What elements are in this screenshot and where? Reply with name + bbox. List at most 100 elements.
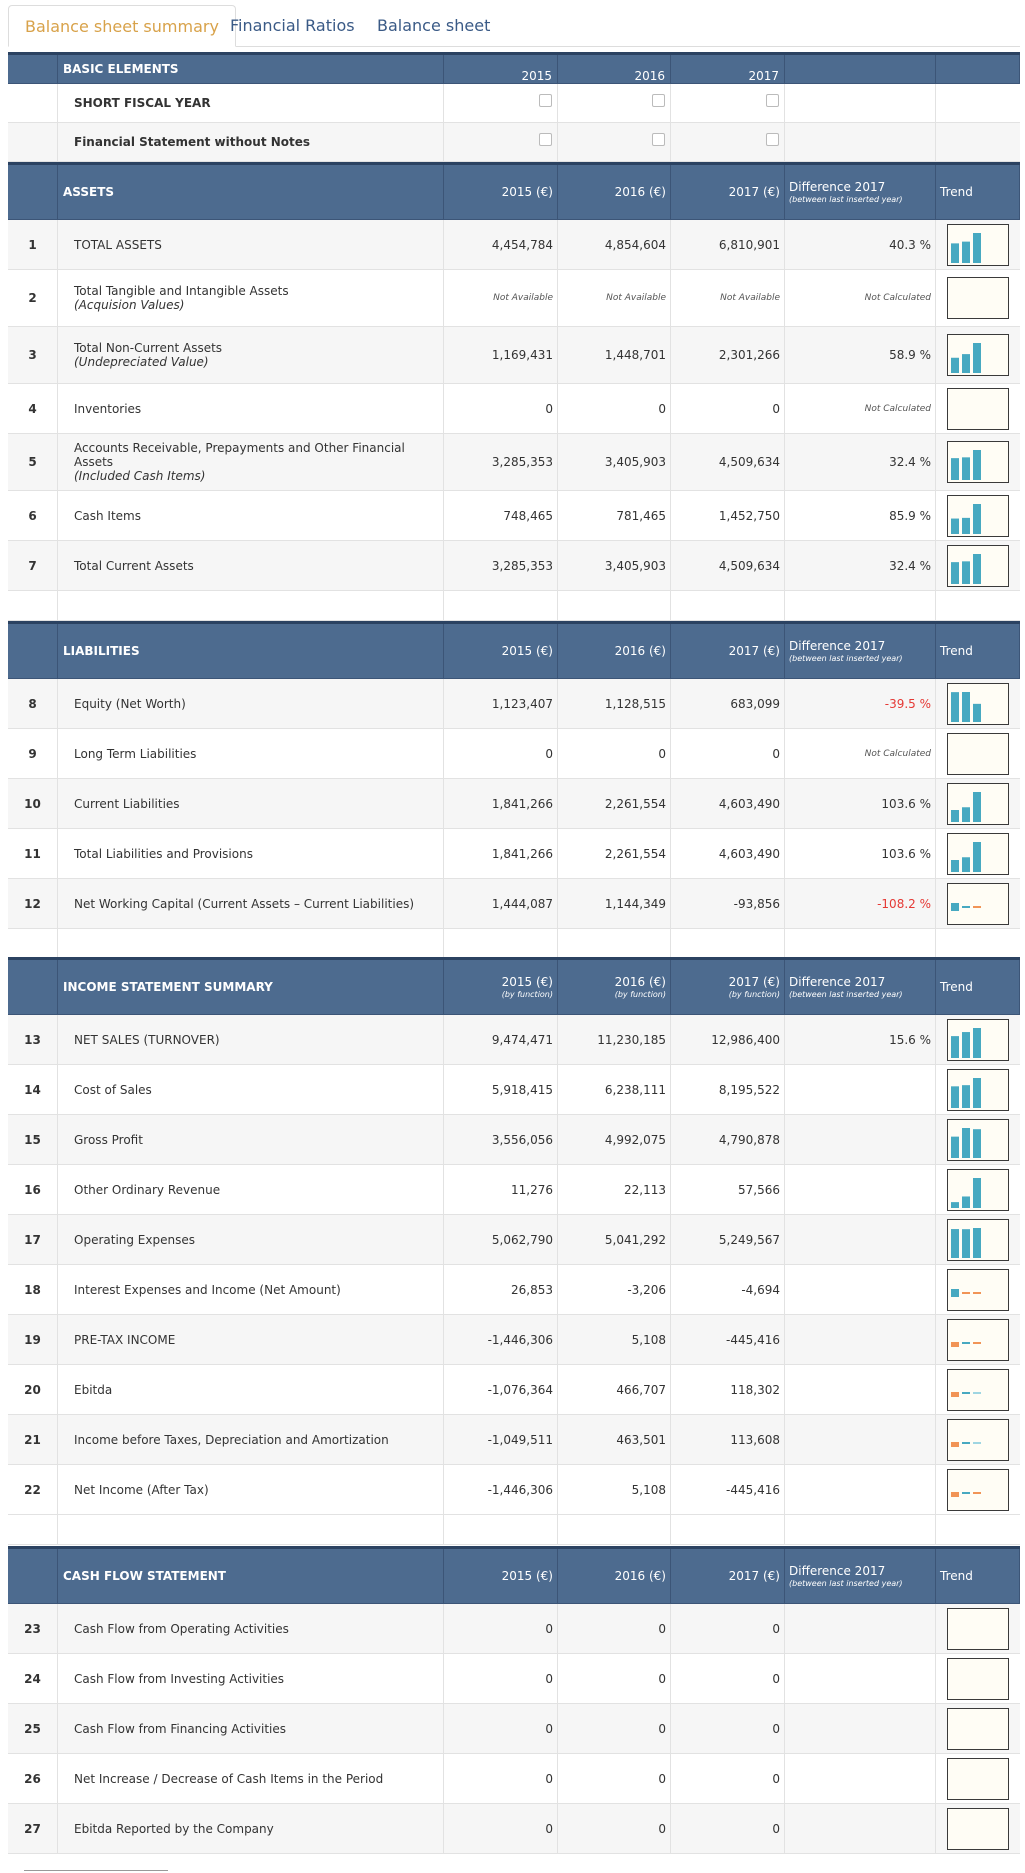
tab-balance-sheet-summary[interactable]: Balance sheet summary	[8, 5, 236, 47]
value-text: -1,446,306	[487, 1332, 553, 1347]
row-label-text: Gross Profit	[74, 1132, 143, 1147]
trend-sparkline	[951, 553, 981, 584]
row-label-wrap: Cash Items	[74, 509, 141, 523]
value-text: 0	[658, 1821, 666, 1836]
header-num-cell	[8, 1549, 58, 1603]
trend-bar-2	[962, 691, 970, 722]
value-cell: -1,049,511	[444, 1415, 558, 1464]
value-cell: 0	[671, 1604, 785, 1653]
value-text: 5,041,292	[604, 1232, 666, 1247]
row-number: 18	[8, 1265, 58, 1314]
row-number-text: 3	[28, 348, 37, 362]
value-cell: Not Available	[671, 270, 785, 326]
value-cell: 1,123,407	[444, 679, 558, 728]
row-number-text: 19	[24, 1332, 41, 1347]
trend-bar-1	[951, 1201, 959, 1208]
checkbox[interactable]	[539, 94, 552, 107]
row-label-sub: (Included Cash Items)	[74, 469, 206, 483]
row-label-wrap: Cost of Sales	[74, 1083, 152, 1097]
value-cell: 11,230,185	[558, 1015, 671, 1064]
value-text: 0	[772, 1821, 780, 1836]
trend-bar-1	[951, 1391, 959, 1397]
trend-bar-3	[973, 1128, 981, 1158]
value-cell: 8,195,522	[671, 1065, 785, 1114]
value-text: 781,465	[616, 508, 666, 523]
value-text: 3,285,353	[491, 455, 553, 469]
difference-title: Difference 2017	[789, 1563, 886, 1578]
difference-cell	[785, 1654, 936, 1703]
row-label-wrap: Total Tangible and Intangible Assets (Acq…	[74, 284, 289, 312]
value-text: -4,694	[741, 1282, 780, 1297]
table-row: 2 Total Tangible and Intangible Assets (Ac…	[8, 270, 1020, 327]
row-label-wrap: Ebitda	[74, 1383, 112, 1397]
value-cell: 0	[444, 729, 558, 778]
trend-chart	[947, 223, 1009, 266]
checkbox[interactable]	[652, 133, 665, 146]
empty-cell	[936, 84, 1020, 122]
difference-cell	[785, 1215, 936, 1264]
row-label: Equity (Net Worth)	[58, 679, 444, 728]
value-text: Not Available	[606, 293, 666, 303]
row-number: 13	[8, 1015, 58, 1064]
value-text: 1,444,087	[491, 896, 553, 911]
row-number-text: 7	[28, 558, 37, 573]
checkbox[interactable]	[766, 133, 779, 146]
difference-title: Difference 2017	[789, 179, 886, 194]
checkbox[interactable]	[766, 94, 779, 107]
trend-bar-3	[973, 1441, 981, 1444]
value-cell: 5,249,567	[671, 1215, 785, 1264]
section-title-cell: ASSETS	[58, 165, 444, 219]
checkbox[interactable]	[539, 133, 552, 146]
checkbox-cell	[444, 84, 558, 122]
value-cell: 0	[671, 1804, 785, 1853]
trend-bar-1	[951, 1085, 959, 1108]
trend-chart	[947, 1118, 1009, 1161]
trend-bar-1	[951, 859, 959, 872]
value-cell: Not Available	[444, 270, 558, 326]
row-number-text: 9	[28, 746, 37, 761]
row-number-text: 14	[24, 1082, 41, 1097]
trend-bar-3	[973, 791, 981, 822]
value-cell: 6,238,111	[558, 1065, 671, 1114]
value-cell: 1,444,087	[444, 879, 558, 928]
value-cell: 3,285,353	[444, 434, 558, 490]
table-row: 27 Ebitda Reported by the Company 0 0 0	[8, 1804, 1020, 1854]
row-label-text: NET SALES (TURNOVER)	[74, 1032, 220, 1047]
row-number-text: 8	[28, 696, 37, 711]
bottom-button-edge[interactable]	[24, 1870, 168, 1873]
row-label: Cash Flow from Operating Activities	[58, 1604, 444, 1653]
value-text: 0	[658, 1621, 666, 1636]
spacer-cell	[558, 1515, 671, 1544]
trend-chart	[947, 334, 1009, 376]
value-cell: 6,810,901	[671, 220, 785, 269]
table-row: 11 Total Liabilities and Provisions 1,841,…	[8, 829, 1020, 879]
difference-cell: Not Calculated	[785, 270, 936, 326]
value-cell: -445,416	[671, 1315, 785, 1364]
difference-text: -39.5 %	[884, 696, 931, 711]
difference-cell: 103.6 %	[785, 779, 936, 828]
trend-bar-3	[973, 503, 981, 534]
trend-bar-3	[973, 232, 981, 263]
value-cell: -3,206	[558, 1265, 671, 1314]
value-text: 0	[658, 746, 666, 761]
difference-text: 103.6 %	[881, 846, 931, 861]
tab-balance-sheet[interactable]: Balance sheet	[377, 16, 491, 35]
value-text: 4,992,075	[604, 1132, 666, 1147]
row-number: 5	[8, 434, 58, 490]
section-spacer	[8, 1515, 1020, 1545]
difference-header: Difference 2017 (between last inserted ye…	[785, 960, 936, 1014]
difference-sub: (between last inserted year)	[789, 1578, 903, 1588]
row-number: 1	[8, 220, 58, 269]
tab-financial-ratios[interactable]: Financial Ratios	[230, 16, 355, 35]
column-header-3: 2017 (€)	[671, 624, 785, 678]
difference-cell	[785, 1804, 936, 1853]
value-cell: 5,062,790	[444, 1215, 558, 1264]
row-label-text: Other Ordinary Revenue	[74, 1182, 221, 1197]
row-number-text: 5	[28, 455, 37, 469]
difference-cell: Not Calculated	[785, 729, 936, 778]
row-label-wrap: Long Term Liabilities	[74, 747, 196, 761]
checkbox[interactable]	[652, 94, 665, 107]
row-label-sub: (Acquision Values)	[74, 298, 185, 312]
trend-sparkline	[951, 1227, 981, 1258]
trend-bar-1	[951, 458, 959, 480]
